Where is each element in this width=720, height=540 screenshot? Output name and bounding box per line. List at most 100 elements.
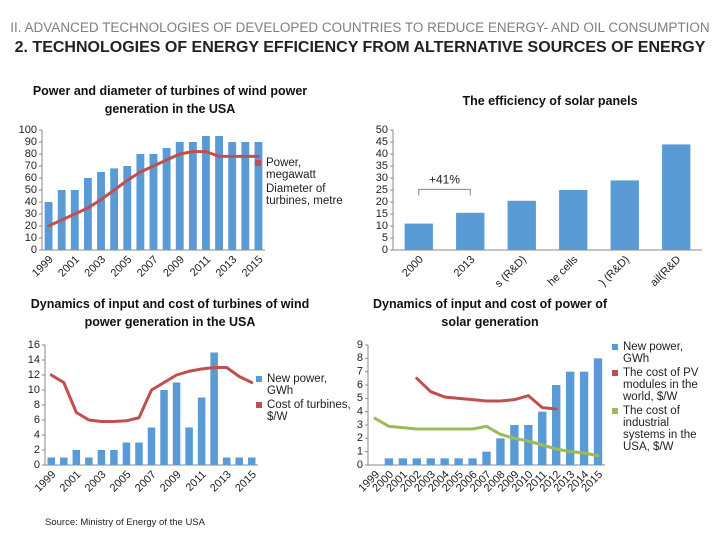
y-tick-label: 60 <box>25 172 37 184</box>
x-tick-label: s (R&D) <box>493 254 529 290</box>
legend-label: Power, megawatt <box>266 157 316 181</box>
bar <box>247 457 256 465</box>
y-tick-label: 90 <box>25 136 37 148</box>
y-tick-label: 50 <box>25 184 37 196</box>
source-note: Source: Ministry of Energy of the USA <box>45 517 205 528</box>
legend-label: The cost of industrial systems in the US… <box>623 405 697 453</box>
bar <box>172 382 181 465</box>
y-tick-label: 0 <box>357 459 363 471</box>
bar <box>482 451 491 465</box>
bar <box>149 154 158 250</box>
x-tick-label: 2003 <box>83 469 109 495</box>
y-tick-label: 20 <box>376 196 388 208</box>
y-tick-label: 70 <box>25 160 37 172</box>
bar <box>60 457 68 465</box>
annotation-bracket <box>418 188 471 196</box>
legend-item: Cost of turbines, $/W <box>256 399 351 423</box>
y-tick-label: 30 <box>25 208 37 220</box>
legend-label: The cost of PV modules in the world, $/W <box>623 367 699 403</box>
bar <box>215 136 224 250</box>
bar <box>123 166 132 250</box>
bar <box>162 148 171 250</box>
y-tick-label: 0 <box>382 244 388 256</box>
y-tick-label: 35 <box>376 160 388 172</box>
bar <box>70 190 79 250</box>
y-tick-label: 4 <box>34 429 40 441</box>
bar <box>47 457 56 465</box>
bar <box>593 358 603 465</box>
legend: Power, megawatt Diameter of turbines, met… <box>255 157 345 209</box>
bar <box>197 397 206 465</box>
legend-swatch <box>256 402 262 408</box>
x-tick-label: 2011 <box>184 469 209 494</box>
y-tick-label: 1 <box>357 446 363 458</box>
y-tick-label: 45 <box>376 136 388 148</box>
y-tick-label: 16 <box>28 339 40 351</box>
bar <box>147 427 156 465</box>
x-tick-label: he cells <box>546 253 581 288</box>
y-tick-label: 5 <box>357 392 363 404</box>
y-tick-label: 10 <box>376 220 388 232</box>
bar <box>72 450 81 465</box>
y-tick-label: 12 <box>28 369 40 381</box>
bar <box>97 172 105 250</box>
bar <box>565 371 575 465</box>
line <box>373 416 600 458</box>
x-tick-label: 2015 <box>233 469 259 495</box>
bar <box>210 352 218 465</box>
y-tick-label: 15 <box>376 208 388 220</box>
x-tick-label: 2011 <box>188 254 213 279</box>
header-title: 2. TECHNOLOGIES OF ENERGY EFFICIENCY FRO… <box>14 39 706 56</box>
bar <box>160 390 168 465</box>
chart-title: Power and diameter of turbines of wind p… <box>32 84 308 116</box>
y-tick-label: 6 <box>357 379 363 391</box>
x-tick-label: 2005 <box>108 469 134 495</box>
bar <box>384 458 394 465</box>
legend: New power, GWh The cost of PV modules in … <box>612 341 712 455</box>
legend-item: New power, GWh <box>256 373 351 397</box>
legend-label: Cost of turbines, $/W <box>267 399 351 423</box>
y-tick-label: 2 <box>34 444 40 456</box>
bar <box>579 371 589 465</box>
annotation: +41% <box>429 173 460 187</box>
y-tick-label: 6 <box>34 414 40 426</box>
legend-swatch <box>612 408 618 414</box>
bar <box>110 450 118 465</box>
chart-title: Dynamics of input and cost of power of s… <box>372 297 608 329</box>
bar <box>662 144 691 250</box>
bar <box>440 458 449 465</box>
bar <box>135 442 143 465</box>
y-tick-label: 14 <box>28 354 40 366</box>
legend-item: The cost of PV modules in the world, $/W <box>612 367 712 403</box>
y-tick-label: 2 <box>357 432 363 444</box>
y-tick-label: 80 <box>25 148 37 160</box>
y-tick-label: 10 <box>25 232 37 244</box>
legend-swatch <box>255 160 261 166</box>
y-tick-label: 30 <box>376 172 388 184</box>
x-tick-label: ) (R&D) <box>597 254 632 289</box>
bar <box>404 223 433 250</box>
bar <box>222 457 231 465</box>
y-tick-label: 25 <box>376 184 388 196</box>
x-tick-label: 2015 <box>240 254 266 280</box>
bar <box>412 458 421 465</box>
bar <box>97 450 106 465</box>
y-tick-label: 5 <box>382 232 388 244</box>
x-tick-label: 1999 <box>30 254 56 280</box>
legend-swatch <box>255 186 261 192</box>
bar <box>235 457 243 465</box>
bar <box>188 142 197 250</box>
y-tick-label: 10 <box>28 384 40 396</box>
legend-label: New power, GWh <box>267 373 328 397</box>
y-tick-label: 4 <box>357 406 363 418</box>
bar <box>85 457 93 465</box>
bar <box>254 142 263 250</box>
legend-item: The cost of industrial systems in the US… <box>612 405 712 453</box>
legend-swatch <box>612 370 618 376</box>
x-tick-label: 2013 <box>214 254 240 280</box>
bar <box>136 154 145 250</box>
line <box>47 150 260 228</box>
bar <box>538 411 547 465</box>
